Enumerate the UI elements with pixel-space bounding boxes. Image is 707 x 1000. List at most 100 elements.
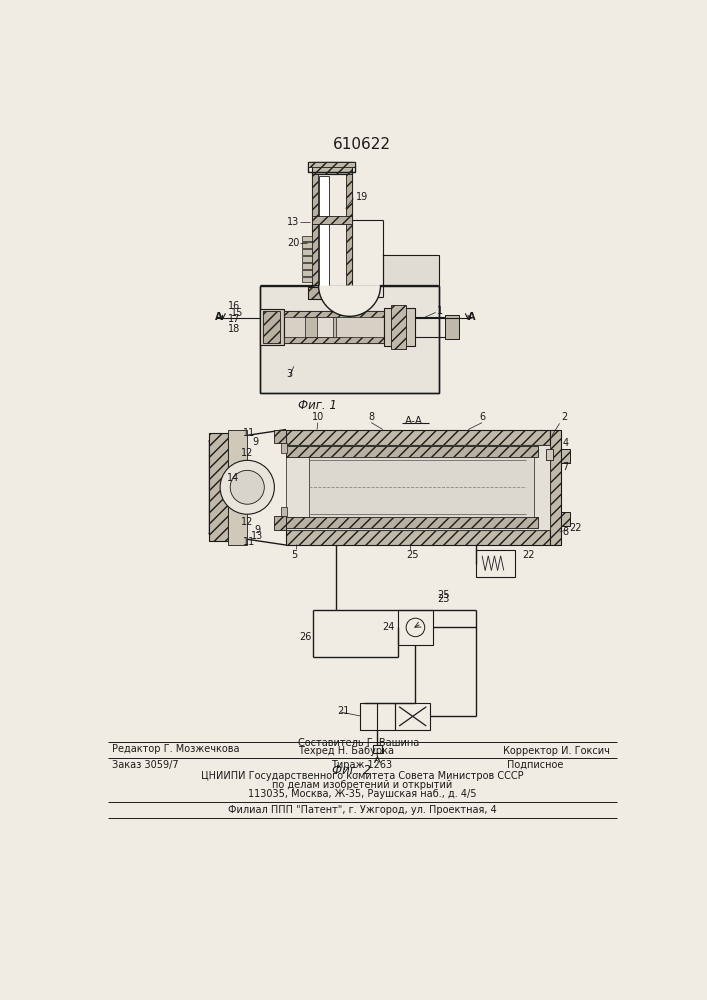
Bar	[228, 430, 247, 545]
Bar	[286, 517, 538, 528]
Bar	[546, 449, 554, 460]
Text: 4: 4	[563, 438, 569, 448]
Text: 12: 12	[241, 517, 253, 527]
Text: 16: 16	[228, 301, 240, 311]
Bar	[308, 287, 355, 299]
Bar	[281, 507, 287, 516]
Text: ЦНИИПИ Государственного комитета Совета Министров СССР: ЦНИИПИ Государственного комитета Совета …	[201, 771, 523, 781]
Text: Техред Н. Бабурка: Техред Н. Бабурка	[298, 746, 394, 756]
Bar	[286, 430, 549, 445]
Text: 8: 8	[368, 412, 374, 422]
Text: по делам изобретений и открытий: по делам изобретений и открытий	[271, 780, 452, 790]
Text: Заказ 3059/7: Заказ 3059/7	[112, 760, 178, 770]
Bar	[286, 446, 538, 457]
Bar	[312, 216, 352, 224]
Bar	[308, 162, 355, 167]
Text: 11: 11	[243, 537, 255, 547]
Bar	[260, 286, 438, 393]
Text: 1: 1	[437, 306, 443, 316]
Bar	[274, 430, 286, 443]
Text: 14: 14	[227, 473, 240, 483]
Bar	[303, 263, 312, 269]
Bar	[391, 305, 406, 349]
Bar	[549, 430, 561, 545]
Bar	[373, 745, 382, 753]
Bar	[309, 457, 534, 517]
Text: Подписное: Подписное	[507, 760, 563, 770]
Text: 26: 26	[299, 632, 312, 642]
Bar	[385, 308, 416, 346]
Bar	[284, 311, 385, 343]
Bar	[320, 176, 329, 288]
Bar	[561, 449, 571, 463]
Text: 22: 22	[569, 523, 581, 533]
Text: А: А	[467, 312, 475, 322]
Text: Тираж 1263: Тираж 1263	[332, 760, 392, 770]
Bar	[260, 309, 284, 345]
Bar	[274, 516, 286, 530]
Bar	[445, 315, 459, 339]
Text: 22: 22	[522, 550, 535, 560]
Text: 24: 24	[382, 622, 395, 632]
Bar	[305, 317, 337, 337]
Bar	[281, 443, 287, 453]
Bar	[303, 256, 312, 262]
Bar	[346, 174, 352, 297]
Bar	[308, 162, 355, 172]
Text: Фиг. 2: Фиг. 2	[332, 764, 371, 777]
Bar	[284, 311, 385, 317]
Bar	[284, 337, 385, 343]
Text: 18: 18	[228, 324, 240, 334]
Text: 11: 11	[243, 428, 255, 438]
Bar	[209, 433, 228, 541]
Bar	[303, 242, 312, 248]
Text: 19: 19	[356, 192, 368, 202]
Text: 3: 3	[286, 369, 292, 379]
Bar	[286, 530, 549, 545]
Bar	[561, 512, 571, 526]
Text: 6: 6	[479, 412, 485, 422]
Text: Корректор И. Гоксич: Корректор И. Гоксич	[503, 746, 610, 756]
Bar	[476, 550, 515, 577]
Bar	[286, 445, 549, 530]
Bar	[303, 235, 312, 241]
Text: Составитель Г. Вашина: Составитель Г. Вашина	[298, 738, 419, 748]
Bar	[312, 174, 352, 297]
Bar	[263, 311, 280, 343]
Bar	[395, 703, 430, 730]
Text: 10: 10	[312, 412, 324, 422]
Text: 13: 13	[250, 531, 263, 541]
Bar	[312, 162, 352, 174]
Bar	[312, 174, 317, 297]
Text: 610622: 610622	[333, 137, 391, 152]
Bar	[303, 270, 312, 276]
Text: Редактор Г. Мозжечкова: Редактор Г. Мозжечкова	[112, 744, 239, 754]
Text: 113035, Москва, Ж-35, Раушская наб., д. 4/5: 113035, Москва, Ж-35, Раушская наб., д. …	[247, 789, 477, 799]
Text: 13: 13	[287, 217, 299, 227]
Text: 17: 17	[228, 314, 240, 324]
Text: 9: 9	[255, 525, 260, 535]
Text: 25: 25	[406, 550, 419, 560]
Bar	[303, 249, 312, 255]
Text: 23: 23	[437, 594, 450, 604]
Text: А: А	[215, 312, 222, 322]
Text: 12: 12	[241, 448, 253, 458]
Text: 2: 2	[561, 412, 568, 422]
Text: 15: 15	[231, 308, 243, 318]
Text: 21: 21	[337, 706, 349, 716]
Text: 7: 7	[563, 462, 569, 472]
Bar	[398, 610, 433, 645]
Text: 20: 20	[287, 238, 299, 248]
Text: 5: 5	[291, 550, 298, 560]
Circle shape	[230, 470, 264, 504]
Text: Филиал ППП "Патент", г. Ужгород, ул. Проектная, 4: Филиал ППП "Патент", г. Ужгород, ул. Про…	[228, 805, 496, 815]
Text: 25: 25	[437, 590, 450, 600]
Bar	[317, 317, 332, 337]
Bar	[361, 703, 395, 730]
Bar	[383, 255, 438, 286]
Bar	[303, 277, 312, 282]
Text: А-А: А-А	[405, 416, 423, 426]
Text: 9: 9	[252, 437, 259, 447]
Text: 8: 8	[563, 527, 569, 537]
Text: Фиг. 1: Фиг. 1	[298, 399, 337, 412]
